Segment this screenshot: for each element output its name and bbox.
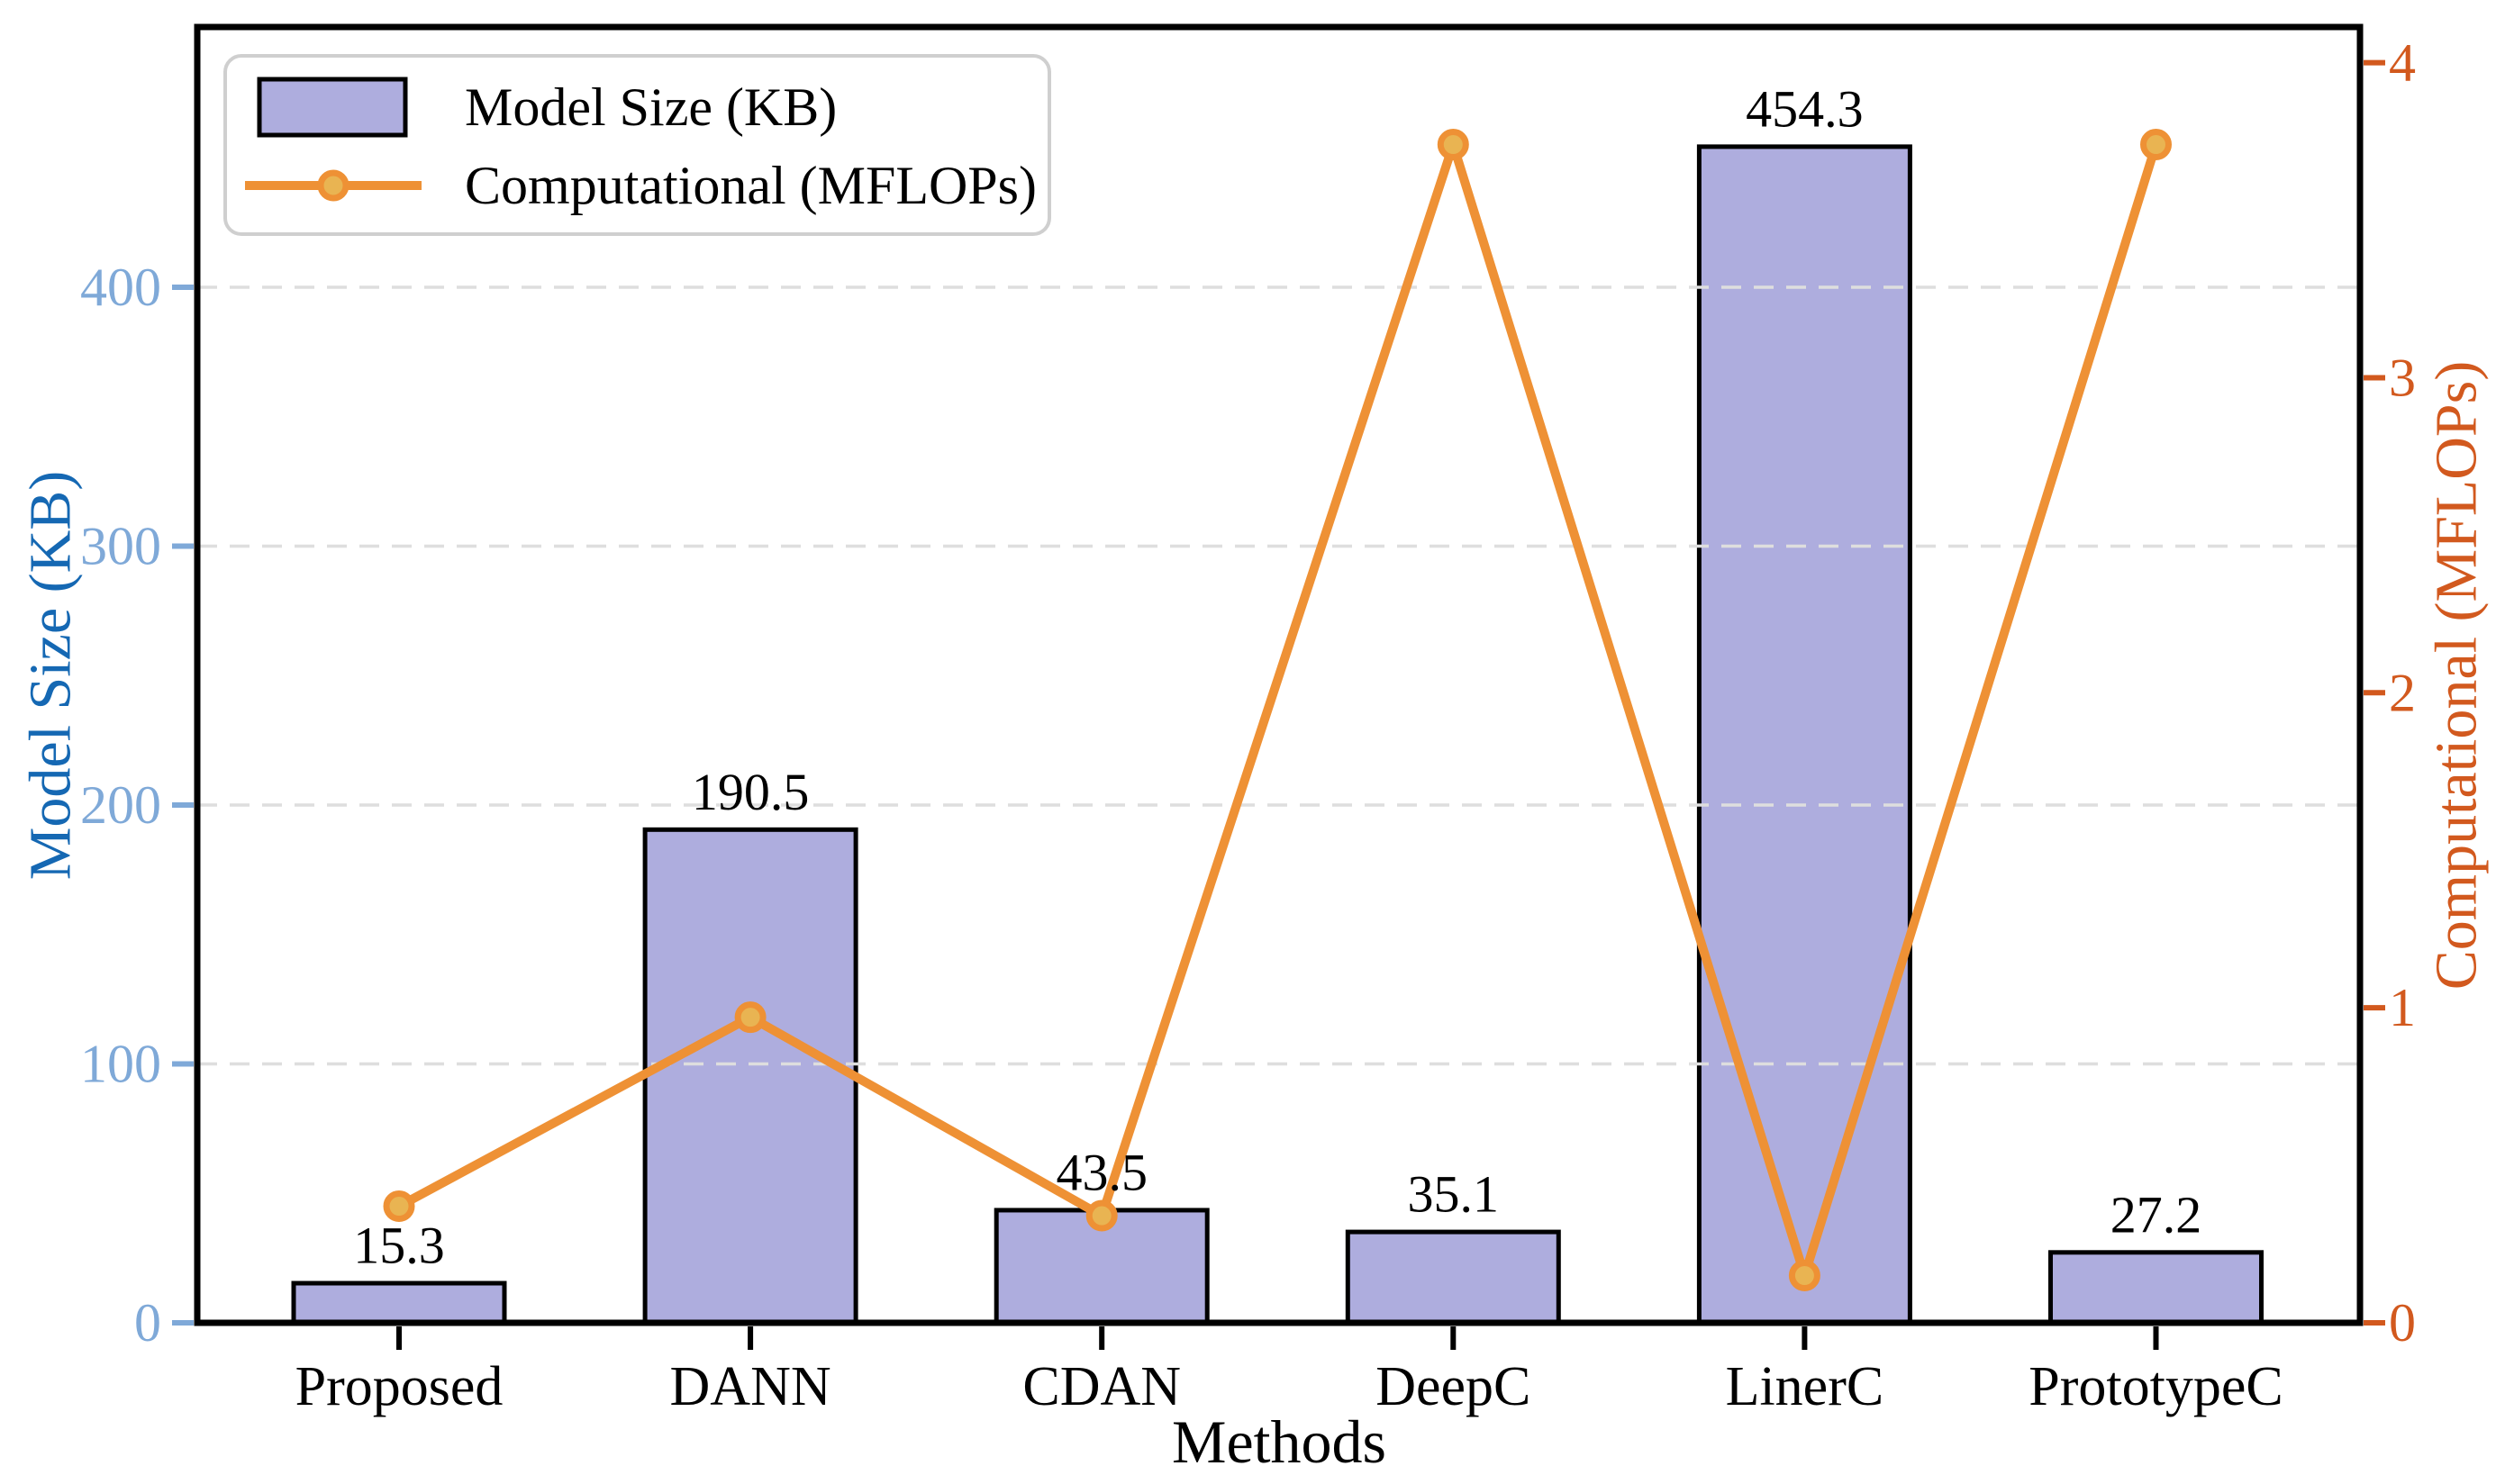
bar-value-label: 15.3 xyxy=(353,1217,445,1275)
right-tick-label: 3 xyxy=(2389,348,2416,407)
right-tick-label: 4 xyxy=(2389,33,2416,93)
computational-marker-proposed xyxy=(383,1190,415,1223)
left-tick-label: 200 xyxy=(80,775,161,835)
x-tick-label-deepc: DeepC xyxy=(1375,1356,1530,1417)
x-tick-label-cdan: CDAN xyxy=(1022,1356,1181,1417)
legend-label-model-size: Model Size (KB) xyxy=(465,77,837,137)
computational-marker-deepc xyxy=(1437,129,1469,161)
bar-prototypec xyxy=(2048,1250,2264,1326)
legend xyxy=(223,54,1051,236)
axes-frame xyxy=(194,23,2364,1326)
computational-markers xyxy=(383,129,2172,1292)
left-tick-label: 0 xyxy=(134,1293,161,1353)
gridlines xyxy=(197,285,2360,1066)
legend-bar-swatch xyxy=(257,77,408,138)
legend-marker-icon xyxy=(317,169,349,202)
left-tick-label: 300 xyxy=(80,517,161,576)
legend-label-computational: Computational (MFLOPs) xyxy=(465,156,1037,215)
bar-proposed xyxy=(291,1280,507,1326)
right-axis-label: Computational (MFLOPs) xyxy=(2424,361,2490,991)
left-tick-label: 400 xyxy=(80,258,161,317)
computational-marker-linerc xyxy=(1788,1260,1820,1292)
x-tick-label-dann: DANN xyxy=(670,1356,831,1417)
bar-value-label: 454.3 xyxy=(1746,79,1864,138)
computational-marker-cdan xyxy=(1085,1199,1118,1232)
computational-marker-prototypec xyxy=(2140,129,2172,161)
x-tick-label-prototypec: PrototypeC xyxy=(2029,1356,2283,1417)
bar-series-model-size xyxy=(291,144,2264,1326)
bar-value-label: 43.5 xyxy=(1056,1143,1148,1201)
right-tick-label: 2 xyxy=(2389,663,2416,722)
x-tick-label-proposed: Proposed xyxy=(295,1356,504,1417)
bar-value-label: 35.1 xyxy=(1408,1165,1500,1224)
bar-deepc xyxy=(1345,1229,1561,1326)
legend-box xyxy=(223,54,1051,236)
bar-linerc xyxy=(1696,144,1912,1326)
bar-value-label: 27.2 xyxy=(2110,1185,2202,1244)
computational-line xyxy=(396,140,2161,1280)
right-tick-label: 1 xyxy=(2389,978,2416,1037)
computational-marker-dann xyxy=(734,1001,767,1034)
left-axis-label: Model Size (KB) xyxy=(18,471,84,881)
bar-dann xyxy=(642,827,858,1326)
x-tick-label-linerc: LinerC xyxy=(1726,1356,1884,1417)
left-tick-label: 100 xyxy=(80,1035,161,1094)
right-tick-label: 0 xyxy=(2389,1293,2416,1353)
x-axis-label: Methods xyxy=(1172,1407,1386,1476)
bar-value-label: 190.5 xyxy=(692,763,810,821)
